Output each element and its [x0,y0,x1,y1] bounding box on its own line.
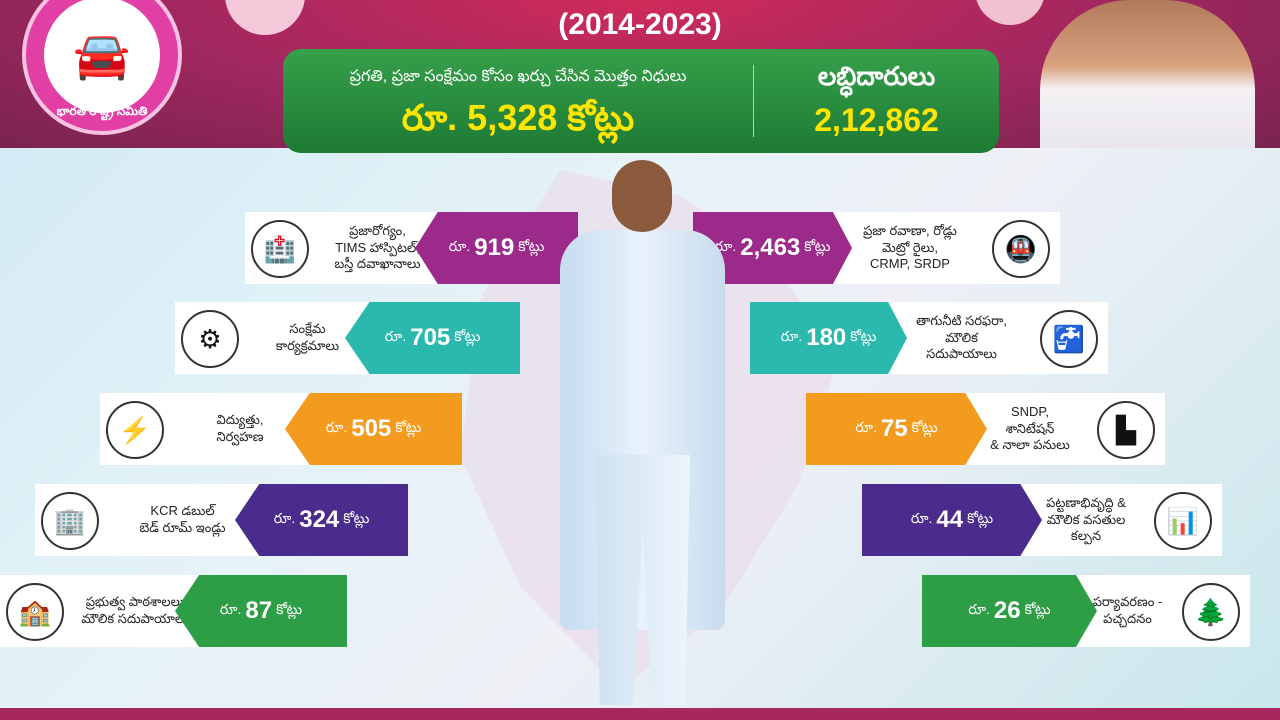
currency-prefix: రూ. [968,601,990,617]
metro-train-road-icon: 🚇 [992,220,1050,278]
spending-row-left: KCR డబుల్ బెడ్ రూమ్ ఇండ్లు రూ. 324 కోట్లు 🏢 [0,484,1280,556]
unit-label: కోట్లు [804,238,831,254]
currency-prefix: రూ. [273,510,296,526]
currency-prefix: రూ. [448,238,471,254]
spending-row-right: ప్రజా రవాణా, రోడ్లు మెట్రో రైలు, CRMP, S… [0,212,1280,284]
amount-value: 180 [806,324,847,351]
unit-label: కోట్లు [911,419,938,435]
drainage-icon: ▙ [1097,401,1155,459]
unit-label: కోట్లు [1024,601,1051,617]
logo-text: భారత రాష్ట్ర సమితి [56,104,148,118]
divider [753,65,754,137]
footer-bar [0,708,1280,720]
amount-value: 26 [993,597,1021,624]
school-building-icon: 🏫 [6,583,64,641]
amount-badge: రూ. 705 కోట్లు [345,302,520,374]
leader-photo [1040,0,1255,148]
spending-row-left: ప్రభుత్వ పాఠశాలలు మౌలిక సదుపాయాలు రూ. 87 కో… [0,575,1280,647]
amount-badge: రూ. 2,463 కోట్లు [693,212,852,284]
amount-badge: రూ. 26 కోట్లు [922,575,1097,647]
car-icon: 🚘 [44,0,160,113]
tree-road-icon: 🌲 [1182,583,1240,641]
beneficiaries-count: 2,12,862 [814,102,939,138]
currency-prefix: రూ. [780,328,803,344]
total-caption: ప్రగతి, ప్రజా సంక్షేమం కోసం ఖర్చు చేసిన … [349,68,687,85]
unit-label: కోట్లు [343,510,370,526]
amount-value: 75 [880,415,908,442]
amount-badge: రూ. 180 కోట్లు [750,302,907,374]
amount-badge: రూ. 75 కోట్లు [806,393,987,465]
amount-badge: రూ. 44 కోట్లు [862,484,1042,556]
spending-row-left: ప్రజారోగ్యం, TIMS హాస్పిటల్, బస్తీ దవాఖా… [0,212,1280,284]
electricity-plug-icon: ⚡ [106,401,164,459]
amount-badge: రూ. 87 కోట్లు [175,575,347,647]
spending-row-left: విద్యుత్తు, నిర్వహణ రూ. 505 కోట్లు ⚡ [0,393,1280,465]
currency-prefix: రూ. [910,510,933,526]
currency-prefix: రూ. [219,601,242,617]
amount-value: 705 [410,324,451,351]
amount-value: 87 [245,597,273,624]
beneficiaries-caption: లబ్ధిదారులు [817,61,936,91]
unit-label: కోట్లు [395,419,422,435]
water-tap-icon: 🚰 [1040,310,1098,368]
unit-label: కోట్లు [454,328,481,344]
currency-prefix: రూ. [325,419,348,435]
welfare-gear-hand-icon: ⚙ [181,310,239,368]
summary-box: ప్రగతి, ప్రజా సంక్షేమం కోసం ఖర్చు చేసిన … [283,49,999,153]
currency-prefix: రూ. [384,328,407,344]
growth-chart-gear-icon: 📊 [1154,492,1212,550]
hospital-icon: 🏥 [251,220,309,278]
apartment-building-icon: 🏢 [41,492,99,550]
amount-value: 505 [351,415,392,442]
currency-prefix: రూ. [855,419,877,435]
spending-row-left: సంక్షేమ కార్యక్రమాలు రూ. 705 కోట్లు ⚙ [0,302,1280,374]
amount-badge: రూ. 324 కోట్లు [235,484,408,556]
period-title: (2014-2023) [558,8,722,41]
spending-row-right: పట్టణాభివృద్ధి & మౌలిక వసతుల కల్పన రూ. 44 క… [0,484,1280,556]
amount-badge: రూ. 919 కోట్లు [415,212,578,284]
amount-badge: రూ. 505 కోట్లు [285,393,462,465]
party-logo: 🚘 భారత రాష్ట్ర సమితి [22,0,182,135]
amount-value: 44 [936,506,964,533]
unit-label: కోట్లు [967,510,994,526]
unit-label: కోట్లు [276,601,303,617]
unit-label: కోట్లు [518,238,545,254]
leader-figure [540,155,740,720]
amount-value: 919 [474,234,515,261]
spending-row-right: తాగునీటి సరఫరా, మౌలిక సదుపాయాలు రూ. 180 కోట… [0,302,1280,374]
spending-row-right: SNDP, శానిటేషన్ & నాలా పనులు రూ. 75 కోట్లు ▙ [0,393,1280,465]
amount-value: 324 [299,506,340,533]
spending-row-right: పర్యావరణం - పచ్చదనం రూ. 26 కోట్లు 🌲 [0,575,1280,647]
total-amount: రూ. 5,328 కోట్లు [401,97,635,138]
unit-label: కోట్లు [850,328,877,344]
amount-value: 2,463 [740,234,801,261]
